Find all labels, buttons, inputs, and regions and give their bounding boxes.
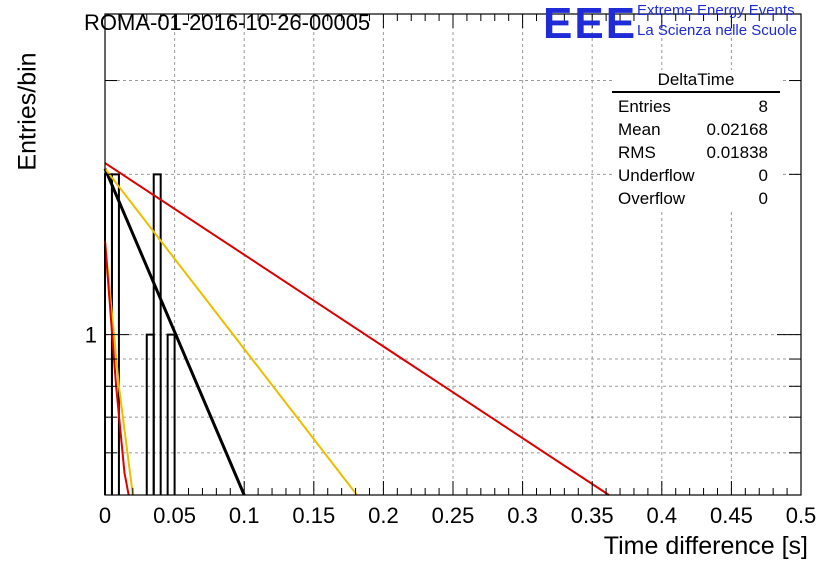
stats-value: 0.02168: [706, 120, 768, 139]
stats-row-mean: Mean 0.02168: [612, 120, 780, 143]
x-tick-label: 0.45: [710, 503, 753, 528]
x-tick-label: 0.35: [571, 503, 614, 528]
stats-title: DeltaTime: [612, 70, 780, 93]
stats-label: Underflow: [618, 166, 695, 185]
stats-label: Mean: [618, 120, 661, 139]
run-title: ROMA-01-2016-10-26-00005: [84, 10, 371, 35]
fit-line: [104, 240, 130, 496]
stats-row-rms: RMS 0.01838: [612, 143, 780, 166]
stats-value: 0: [758, 189, 768, 208]
fit-line: [103, 168, 246, 496]
x-tick-label: 0: [99, 503, 111, 528]
eee-logo: EEE: [543, 0, 638, 48]
fit-line: [104, 168, 358, 496]
logo-caption-1: Extreme Energy Events: [637, 2, 795, 19]
fit-lines: [103, 162, 610, 496]
x-tick-label: 0.25: [432, 503, 475, 528]
x-tick-label: 0.2: [368, 503, 399, 528]
y-axis-ticks: 1: [85, 80, 801, 454]
x-tick-label: 0.3: [507, 503, 538, 528]
x-tick-label: 0.1: [229, 503, 260, 528]
histogram-bin: [152, 173, 162, 495]
histogram-bin: [166, 333, 176, 495]
logo-caption-2: La Scienza nelle Scuole: [637, 22, 798, 39]
stats-label: Overflow: [618, 189, 686, 208]
x-tick-label: 0.4: [647, 503, 678, 528]
x-tick-label: 0.05: [153, 503, 196, 528]
stats-value: 0: [758, 166, 768, 185]
x-axis-label: Time difference [s]: [603, 532, 808, 560]
stats-value: 8: [758, 97, 768, 116]
stats-box: DeltaTime Entries 8 Mean 0.02168 RMS 0.0…: [612, 70, 780, 210]
fit-line: [104, 162, 610, 496]
x-tick-label: 0.15: [292, 503, 335, 528]
x-axis-ticks: 0 0.05 0.1 0.15 0.2 0.25 0.3 0.35 0.4 0.45 0.5: [99, 14, 816, 528]
y-axis-label: Entries/bin: [13, 52, 42, 171]
stats-row-overflow: Overflow 0: [612, 189, 780, 212]
stats-value: 0.01838: [706, 143, 768, 162]
stats-label: Entries: [618, 97, 671, 116]
y-tick-label: 1: [85, 323, 97, 348]
stats-row-entries: Entries 8: [612, 97, 780, 120]
x-tick-label: 0.5: [786, 503, 817, 528]
stats-row-underflow: Underflow 0: [612, 166, 780, 189]
stats-label: RMS: [618, 143, 656, 162]
